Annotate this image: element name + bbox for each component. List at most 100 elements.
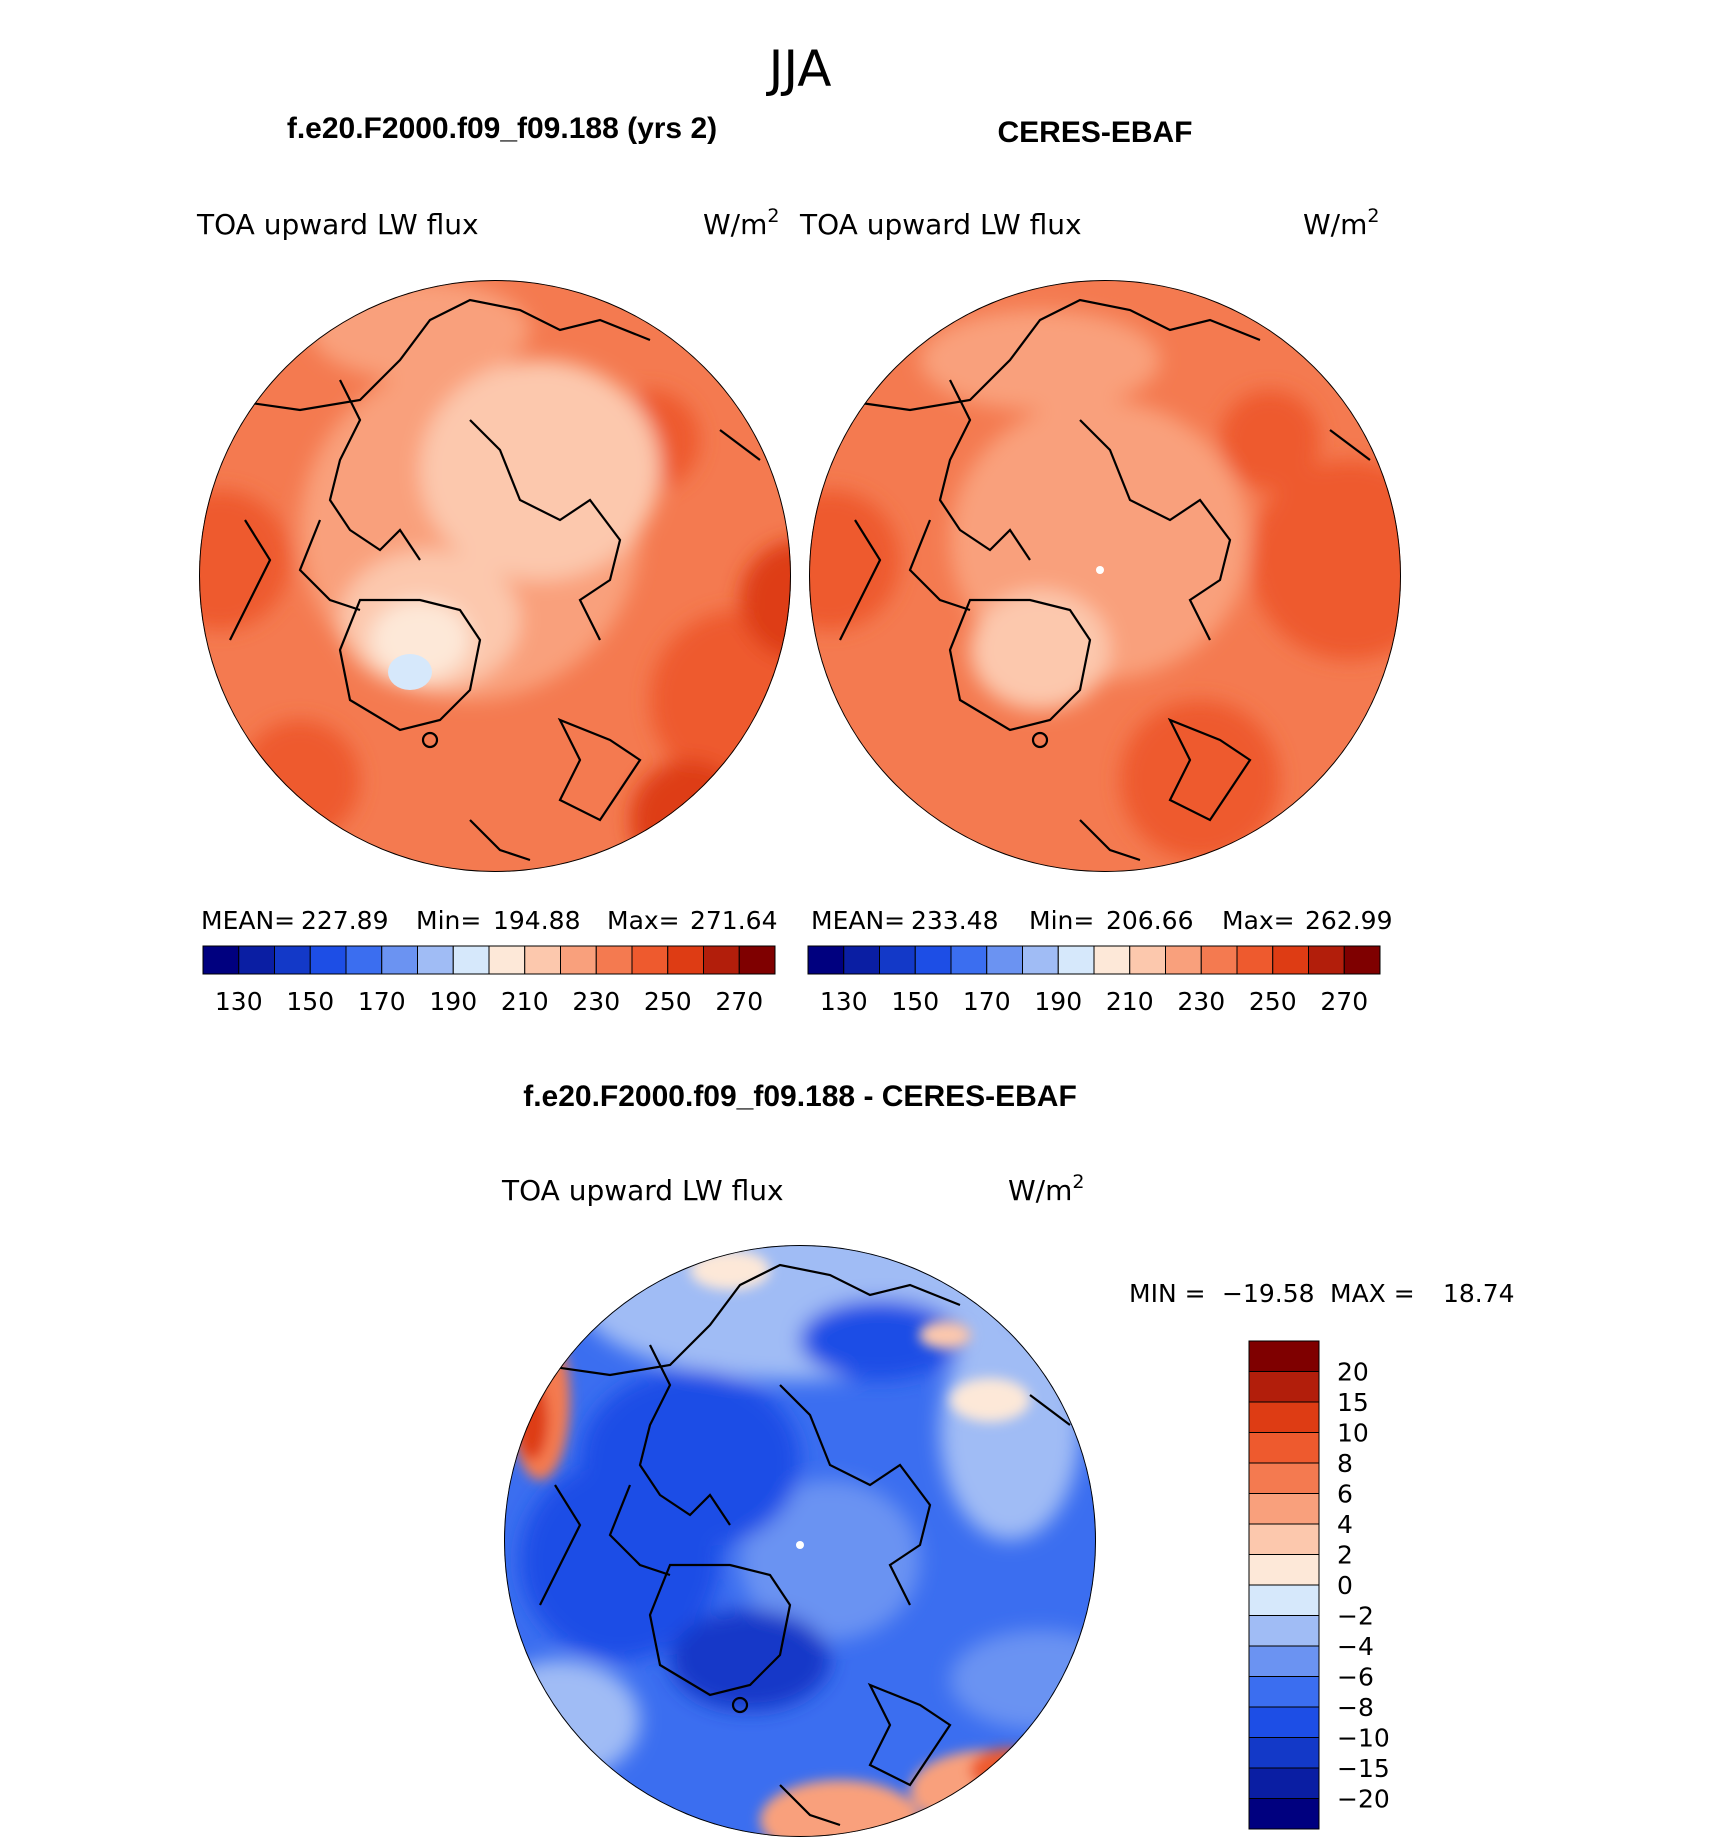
panel-diff-min-label: MIN =	[1129, 1279, 1206, 1308]
panel-model-variable-label: TOA upward LW flux	[196, 208, 479, 241]
colorbar-model-swatch	[452, 945, 490, 975]
colorbar-diff-swatch	[1248, 1432, 1320, 1464]
colorbar-diff-swatch	[1248, 1645, 1320, 1677]
colorbar-diff-tick-label: 8	[1337, 1449, 1353, 1478]
colorbar-obs-swatch	[1272, 945, 1309, 975]
colorbar-obs-swatch	[1057, 945, 1095, 975]
colorbar-obs-tick-label: 170	[963, 987, 1011, 1016]
colorbar-obs-tick-label: 250	[1249, 987, 1297, 1016]
colorbar-obs-swatch	[1129, 945, 1166, 975]
panel-model-units: W/m2	[703, 205, 780, 241]
colorbar-diff-swatch	[1248, 1584, 1320, 1616]
colorbar-obs-swatch	[1093, 945, 1131, 975]
colorbar-diff-tick-label: −2	[1337, 1602, 1374, 1631]
panel-diff-max-value: 18.74	[1443, 1279, 1515, 1308]
panel-obs-map	[809, 280, 1401, 872]
panel-obs-variable-label: TOA upward LW flux	[799, 208, 1082, 241]
colorbar-model-swatch	[238, 945, 275, 975]
panel-diff-title: f.e20.F2000.f09_f09.188 - CERES-EBAF	[523, 1080, 1077, 1113]
panel-model-map	[199, 280, 791, 872]
colorbar-diff-tick-label: −20	[1337, 1785, 1390, 1814]
colorbar-obs-tick-label: 190	[1034, 987, 1082, 1016]
colorbar-diff-swatch	[1248, 1798, 1320, 1830]
colorbar-model-swatch	[738, 945, 776, 975]
panel-diff-units-base: W/m	[1008, 1174, 1072, 1207]
colorbar-model-tick-label: 210	[501, 987, 549, 1016]
colorbar-obs-swatch	[1308, 945, 1345, 975]
panel-model-max-label: Max=	[607, 906, 680, 935]
panel-obs-min-label: Min=	[1029, 906, 1094, 935]
panel-diff-stats: MIN = −19.58 MAX = 18.74	[1129, 1279, 1515, 1308]
panel-diff-min-value: −19.58	[1222, 1279, 1315, 1308]
colorbar-diff-tick-label: −6	[1337, 1663, 1374, 1692]
panel-obs-title: CERES-EBAF	[997, 116, 1192, 149]
colorbar-obs-swatch	[1022, 945, 1059, 975]
panel-obs-mean-value: 233.48	[911, 906, 998, 935]
panel-model-min-label: Min=	[416, 906, 481, 935]
panel-model-stats: MEAN= 227.89 Min= 194.88 Max= 271.64	[201, 906, 777, 935]
colorbar-model-swatch	[631, 945, 669, 975]
panel-model-units-exp: 2	[767, 205, 779, 227]
colorbar-model-swatch	[345, 945, 383, 975]
colorbar-model-tick-label: 250	[644, 987, 692, 1016]
panel-model-mean-label: MEAN=	[201, 906, 295, 935]
panel-diff-map	[504, 1245, 1096, 1837]
panel-obs-stats: MEAN= 233.48 Min= 206.66 Max= 262.99	[811, 906, 1392, 935]
colorbar-obs-swatch	[950, 945, 988, 975]
colorbar-obs-tick-label: 230	[1177, 987, 1225, 1016]
colorbar-diff-tick-label: −10	[1337, 1724, 1390, 1753]
colorbar-model-swatch	[560, 945, 597, 975]
panel-model-max-value: 271.64	[690, 906, 777, 935]
colorbar-model-tick-label: 190	[429, 987, 477, 1016]
colorbar-diff-swatch	[1248, 1554, 1320, 1586]
panel-obs-units-base: W/m	[1303, 208, 1367, 241]
colorbar-model-swatch	[703, 945, 740, 975]
colorbar-diff-tick-label: 15	[1337, 1388, 1369, 1417]
panel-diff-variable-label: TOA upward LW flux	[501, 1174, 784, 1207]
colorbar-obs-tick-label: 210	[1106, 987, 1154, 1016]
colorbar-diff-tick-label: −15	[1337, 1754, 1390, 1783]
colorbar-obs-swatch	[914, 945, 952, 975]
colorbar-model-swatch	[417, 945, 454, 975]
panel-model-mean-value: 227.89	[301, 906, 388, 935]
colorbar-model-swatch	[202, 945, 240, 975]
colorbar-model-tick-label: 130	[215, 987, 263, 1016]
colorbar-model-tick-label: 150	[286, 987, 334, 1016]
panel-obs-mean-label: MEAN=	[811, 906, 905, 935]
colorbar-model-swatch	[274, 945, 311, 975]
panel-obs-units-exp: 2	[1367, 205, 1379, 227]
colorbar-obs-swatch	[1165, 945, 1202, 975]
colorbar-diff-tick-label: 0	[1337, 1571, 1353, 1600]
colorbar-obs-swatch	[843, 945, 880, 975]
colorbar-obs-swatch	[1343, 945, 1381, 975]
colorbar-obs-tick-label: 130	[820, 987, 868, 1016]
colorbar-obs-tick-label: 270	[1320, 987, 1368, 1016]
colorbar-diff-swatch	[1248, 1706, 1320, 1738]
colorbar-diff-swatch	[1248, 1767, 1320, 1799]
colorbar-obs-tick-label: 150	[891, 987, 939, 1016]
panel-diff: f.e20.F2000.f09_f09.188 - CERES-EBAF TOA…	[501, 1080, 1515, 1837]
colorbar-diff-tick-label: −8	[1337, 1693, 1374, 1722]
colorbar-diff-swatch	[1248, 1493, 1320, 1525]
colorbar-diff-swatch	[1248, 1523, 1320, 1555]
colorbar-diff-tick-label: 4	[1337, 1510, 1353, 1539]
colorbar-model-swatch	[488, 945, 526, 975]
colorbar-obs-swatch	[1200, 945, 1238, 975]
colorbar-diff-swatch	[1248, 1676, 1320, 1708]
colorbar-model-swatch	[595, 945, 633, 975]
panel-diff-max-label: MAX =	[1330, 1279, 1415, 1308]
colorbar-model-swatch	[381, 945, 418, 975]
panel-obs-units: W/m2	[1303, 205, 1380, 241]
colorbar-diff-tick-label: 10	[1337, 1419, 1369, 1448]
colorbar-diff-swatch	[1248, 1737, 1320, 1769]
colorbar-diff-tick-label: 6	[1337, 1480, 1353, 1509]
colorbar-obs-swatch	[807, 945, 845, 975]
panel-obs-max-label: Max=	[1222, 906, 1295, 935]
colorbar-model-swatch	[309, 945, 347, 975]
panel-obs-colorbar: 130 150 170 190 210 230 250 270	[807, 945, 1381, 1016]
colorbar-diff-swatch	[1248, 1401, 1320, 1433]
colorbar-diff-swatch	[1248, 1462, 1320, 1494]
panel-model-min-value: 194.88	[493, 906, 580, 935]
colorbar-diff-tick-label: −4	[1337, 1632, 1374, 1661]
colorbar-model-swatch	[667, 945, 704, 975]
